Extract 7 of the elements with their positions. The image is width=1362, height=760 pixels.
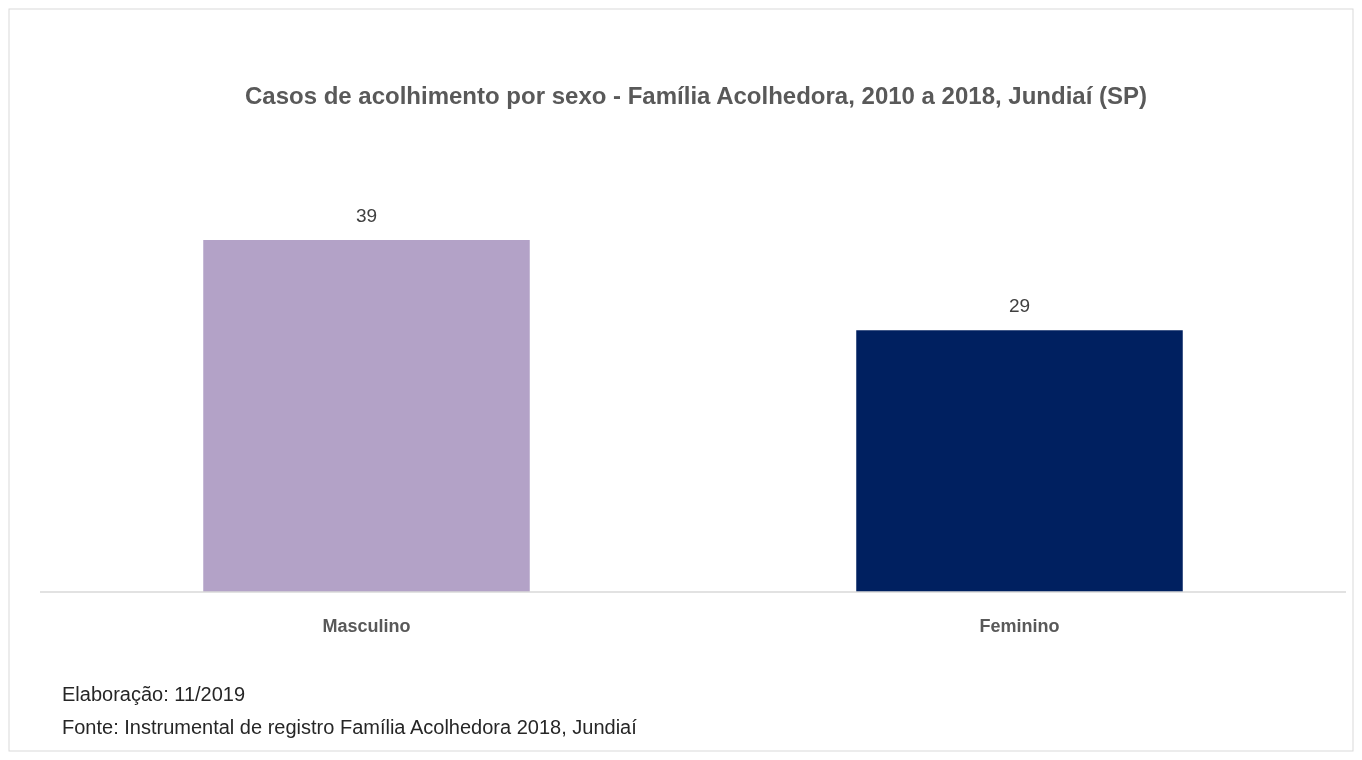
source-note: Fonte: Instrumental de registro Família Acolhedora 2018, Jundiaí bbox=[62, 716, 638, 738]
x-tick-label: Feminino bbox=[979, 616, 1060, 636]
chart-title: Casos de acolhimento por sexo - Família Acolhedora, 2010 a 2018, Jundiaí (SP) bbox=[244, 82, 1148, 109]
data-label: 29 bbox=[1008, 295, 1031, 317]
data-label: 39 bbox=[355, 205, 378, 226]
text: Elaboração: 11/2019 bbox=[62, 683, 246, 705]
x-tick-label: Masculino bbox=[322, 616, 411, 636]
